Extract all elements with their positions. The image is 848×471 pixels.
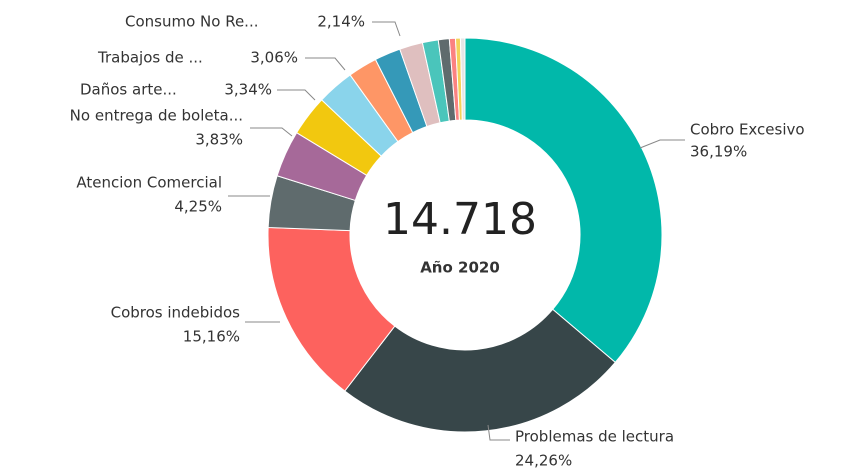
slice-label: Trabajos de ... xyxy=(97,49,203,67)
donut-slice xyxy=(459,37,466,121)
leader-line xyxy=(277,89,316,101)
leader-line xyxy=(305,57,346,71)
slice-label: Problemas de lectura xyxy=(515,428,674,446)
slice-value-label: 15,16% xyxy=(183,328,240,346)
center-value: 14.718 xyxy=(383,194,537,245)
leader-line xyxy=(487,424,510,441)
slice-value-label: 4,25% xyxy=(174,198,222,216)
slice-value-label: 24,26% xyxy=(515,452,572,470)
slice-label: Atencion Comercial xyxy=(76,174,222,192)
slice-value-label: 2,14% xyxy=(317,13,365,31)
slice-value-label: 3,34% xyxy=(224,81,272,99)
slice-value-label: 3,06% xyxy=(250,49,298,67)
slice-label: Cobro Excesivo xyxy=(690,121,805,139)
slice-label: Consumo No Re... xyxy=(125,13,258,31)
slice-label: No entrega de boleta... xyxy=(70,107,243,125)
slice-value-label: 3,83% xyxy=(195,131,243,149)
leader-line xyxy=(372,21,401,37)
slice-label: Daños arte... xyxy=(80,81,177,99)
donut-slice xyxy=(464,37,663,364)
slice-value-label: 36,19% xyxy=(690,143,747,161)
center-label: Año 2020 xyxy=(420,259,500,277)
leader-line xyxy=(250,127,293,137)
donut-slice xyxy=(344,308,616,433)
leader-line xyxy=(639,139,685,149)
slice-label: Cobros indebidos xyxy=(111,304,241,322)
